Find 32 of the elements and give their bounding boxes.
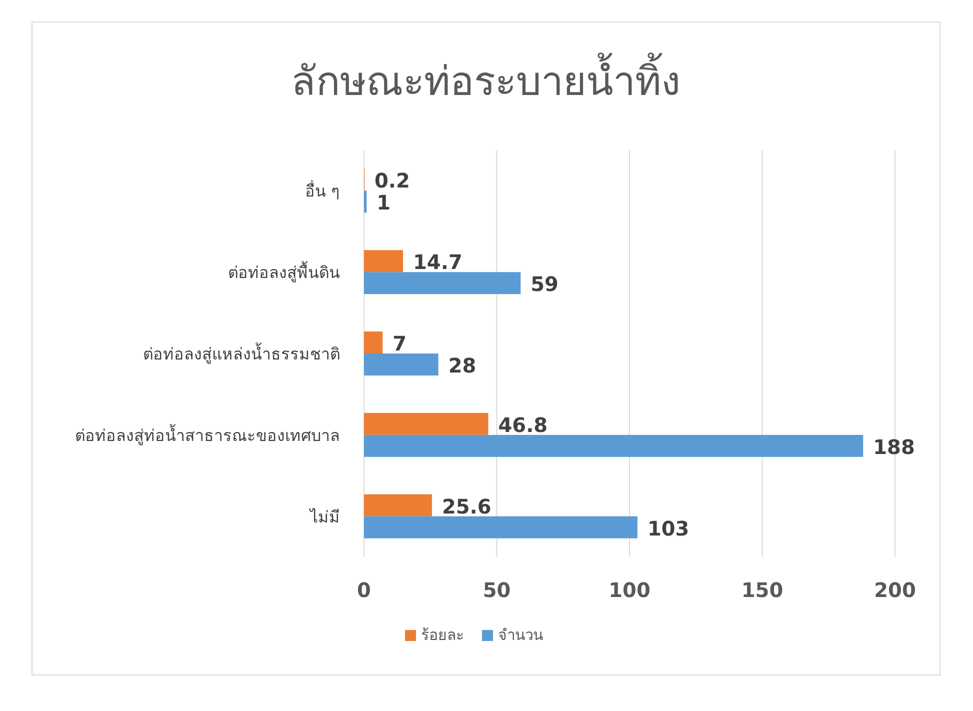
data-label: 7: [392, 332, 407, 356]
bar: [364, 494, 432, 516]
bar: [364, 190, 367, 213]
x-tick-label: 150: [741, 578, 784, 602]
bar: [364, 272, 521, 294]
x-tick-label: 100: [608, 578, 650, 602]
x-tick-label: 200: [874, 578, 916, 602]
legend-label: จำนวน: [498, 626, 543, 644]
data-label: 59: [530, 272, 558, 296]
y-tick-label: อื่น ๆ: [304, 180, 340, 201]
data-label: 103: [647, 516, 690, 540]
y-tick-label: ไม่มี: [308, 507, 340, 526]
data-label: 25.6: [442, 494, 492, 518]
bar: [364, 354, 438, 376]
chart-title: ลักษณะท่อระบายน้ำทิ้ง: [291, 52, 681, 105]
data-label: 14.7: [413, 250, 462, 274]
bar: [364, 412, 488, 435]
data-label: 0.2: [374, 168, 410, 193]
x-tick-label: 50: [482, 578, 511, 602]
data-label: 46.8: [498, 412, 548, 437]
y-tick-label: ต่อท่อลงสู่พื้นดิน: [228, 261, 340, 284]
y-tick-label: ต่อท่อลงสู่แหล่งน้ำธรรมชาติ: [143, 342, 340, 364]
data-label: 188: [873, 434, 915, 459]
data-label: 1: [376, 190, 391, 215]
bar: [364, 516, 638, 538]
legend-label: ร้อยละ: [421, 626, 464, 644]
data-label: 28: [448, 354, 476, 378]
bar: [364, 332, 383, 354]
bar: [364, 250, 404, 272]
x-tick-label: 0: [357, 578, 371, 602]
y-tick-label: ต่อท่อลงสู่ท่อน้ำสาธารณะของเทศบาล: [75, 424, 340, 446]
bar: [364, 434, 864, 457]
